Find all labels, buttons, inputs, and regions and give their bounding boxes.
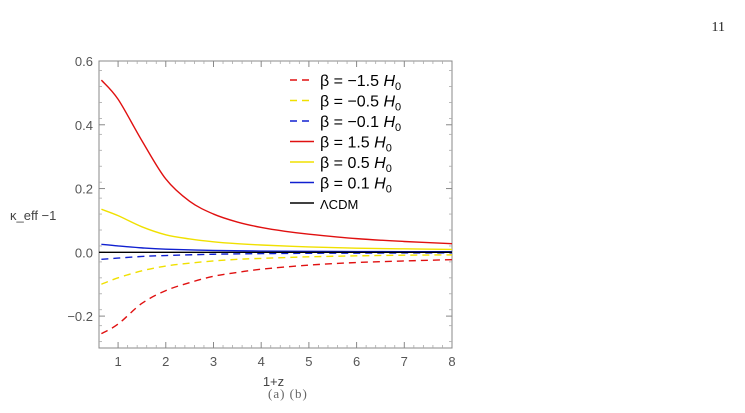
- x-tick-label: 8: [448, 354, 455, 369]
- y-tick-label: 0.6: [75, 54, 93, 69]
- x-tick-label: 1: [114, 354, 121, 369]
- x-tick-label: 4: [258, 354, 265, 369]
- series-line-3: [100, 79, 453, 245]
- legend-label-4: β = 0.5 H0: [320, 155, 392, 175]
- series-lines: [99, 79, 453, 335]
- legend: β = −1.5 H0β = −0.5 H0β = −0.1 H0β = 1.5…: [290, 73, 401, 212]
- legend-label-5: β = 0.1 H0: [320, 176, 392, 196]
- legend-label-6: ΛCDM: [320, 197, 358, 212]
- x-tick-label: 3: [210, 354, 217, 369]
- y-tick-label: 0.0: [75, 245, 93, 260]
- y-axis-title: κ_eff −1: [10, 208, 56, 223]
- plot-frame: [98, 60, 453, 349]
- series-line-5: [101, 243, 453, 253]
- y-tick-label: −0.2: [67, 309, 93, 324]
- x-tick-label: 6: [353, 354, 360, 369]
- caption-stub: (a) (b): [268, 386, 308, 401]
- axes: [98, 60, 453, 349]
- x-tick-label: 5: [305, 354, 312, 369]
- x-tick-label: 7: [401, 354, 408, 369]
- series-line-2: [101, 252, 453, 261]
- y-tick-label: 0.4: [75, 118, 93, 133]
- legend-label-2: β = −0.1 H0: [320, 114, 401, 134]
- axis-labels: 1 2 3 4 5 6 7 8 −0.2 0.0 0.2 0.4 0.6 1+z κ_eff −1: [10, 54, 456, 389]
- legend-label-3: β = 1.5 H0: [320, 135, 392, 155]
- page-number: 11: [711, 20, 725, 35]
- y-tick-label: 0.2: [75, 182, 93, 197]
- series-line-0: [101, 258, 453, 335]
- legend-label-0: β = −1.5 H0: [320, 73, 401, 93]
- series-line-1: [101, 254, 453, 285]
- x-tick-label: 2: [162, 354, 169, 369]
- legend-label-1: β = −0.5 H0: [320, 94, 401, 114]
- x-axis-title: 1+z: [263, 374, 284, 389]
- series-line-4: [101, 208, 453, 251]
